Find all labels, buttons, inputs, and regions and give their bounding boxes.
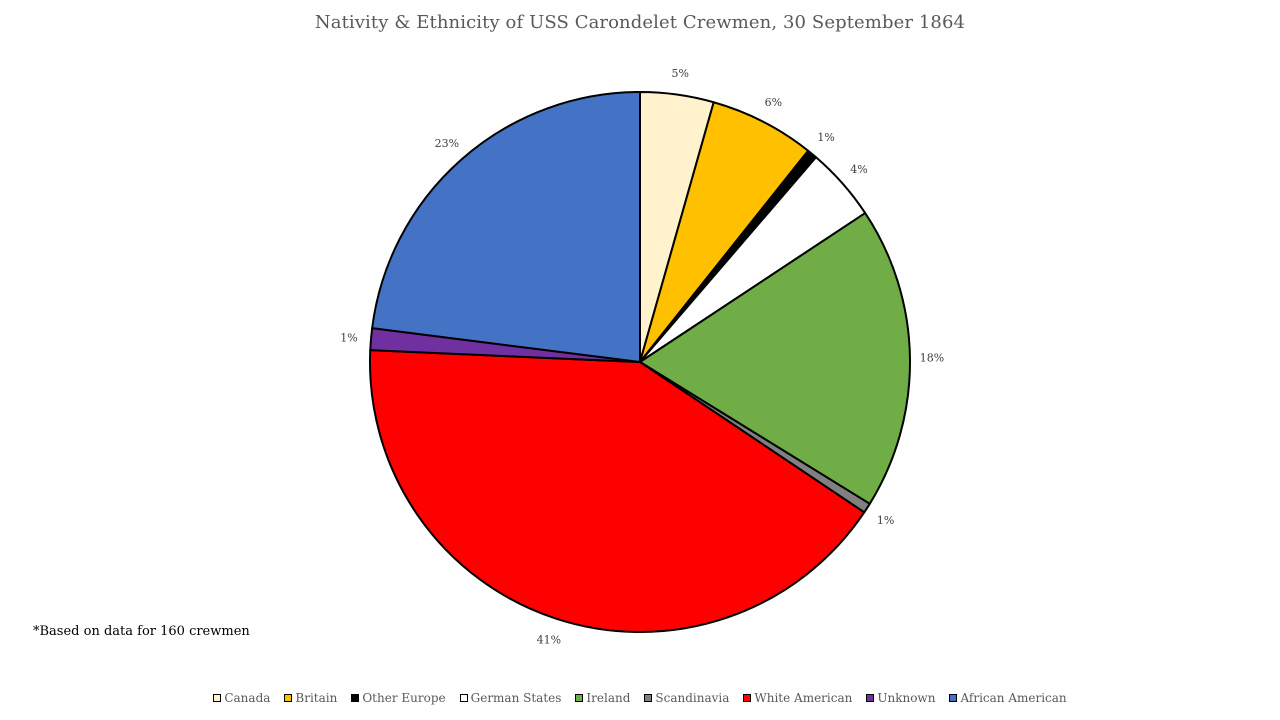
legend-label: Canada [224, 691, 271, 705]
legend-swatch [949, 694, 958, 702]
data-label-white-american: 41% [537, 633, 561, 646]
legend-label: Unknown [877, 691, 936, 705]
data-label-canada: 5% [671, 67, 688, 80]
legend-label: German States [470, 691, 562, 705]
pie-slices [369, 91, 911, 633]
legend-label: African American [960, 691, 1067, 705]
data-label-african-american: 23% [435, 137, 459, 150]
legend-swatch [644, 694, 653, 702]
pie-slice-african-american [371, 91, 641, 363]
legend-swatch [743, 694, 752, 702]
legend-item-ireland: Ireland [575, 691, 630, 705]
legend-item-britain: Britain [284, 691, 337, 705]
data-label-scandinavia: 1% [877, 514, 894, 527]
legend-label: Ireland [586, 691, 631, 705]
legend-item-white-american: White American [743, 691, 852, 705]
legend-item-canada: Canada [213, 691, 270, 705]
pie-slice-white-american [369, 349, 866, 633]
legend-label: Other Europe [362, 691, 446, 705]
legend-swatch [866, 694, 875, 702]
data-label-other-europe: 1% [817, 131, 834, 144]
legend-label: White American [754, 691, 853, 705]
legend-item-scandinavia: Scandinavia [644, 691, 729, 705]
data-label-britain: 6% [765, 96, 782, 109]
pie-data-labels: 5% 6% 1% 4% 18% 1% 41% 1% 23% [340, 67, 944, 647]
legend-label: Scandinavia [655, 691, 730, 705]
footnote: *Based on data for 160 crewmen [33, 624, 250, 639]
legend-swatch [284, 694, 293, 702]
chart-title: Nativity & Ethnicity of USS Carondelet C… [314, 12, 966, 33]
legend-swatch [459, 694, 468, 702]
legend: Canada Britain Other Europe German States Ir… [0, 691, 1280, 705]
legend-swatch [575, 694, 584, 702]
data-label-german-states: 4% [850, 163, 867, 176]
legend-item-german-states: German States [459, 691, 562, 705]
legend-item-african-american: African American [949, 691, 1067, 705]
legend-label: Britain [295, 691, 338, 705]
data-label-unknown: 1% [340, 331, 357, 344]
data-label-ireland: 18% [920, 351, 944, 364]
legend-item-other-europe: Other Europe [351, 691, 446, 705]
legend-swatch [213, 694, 222, 702]
legend-item-unknown: Unknown [866, 691, 935, 705]
legend-swatch [351, 694, 360, 702]
pie-slice-ireland [639, 212, 911, 505]
